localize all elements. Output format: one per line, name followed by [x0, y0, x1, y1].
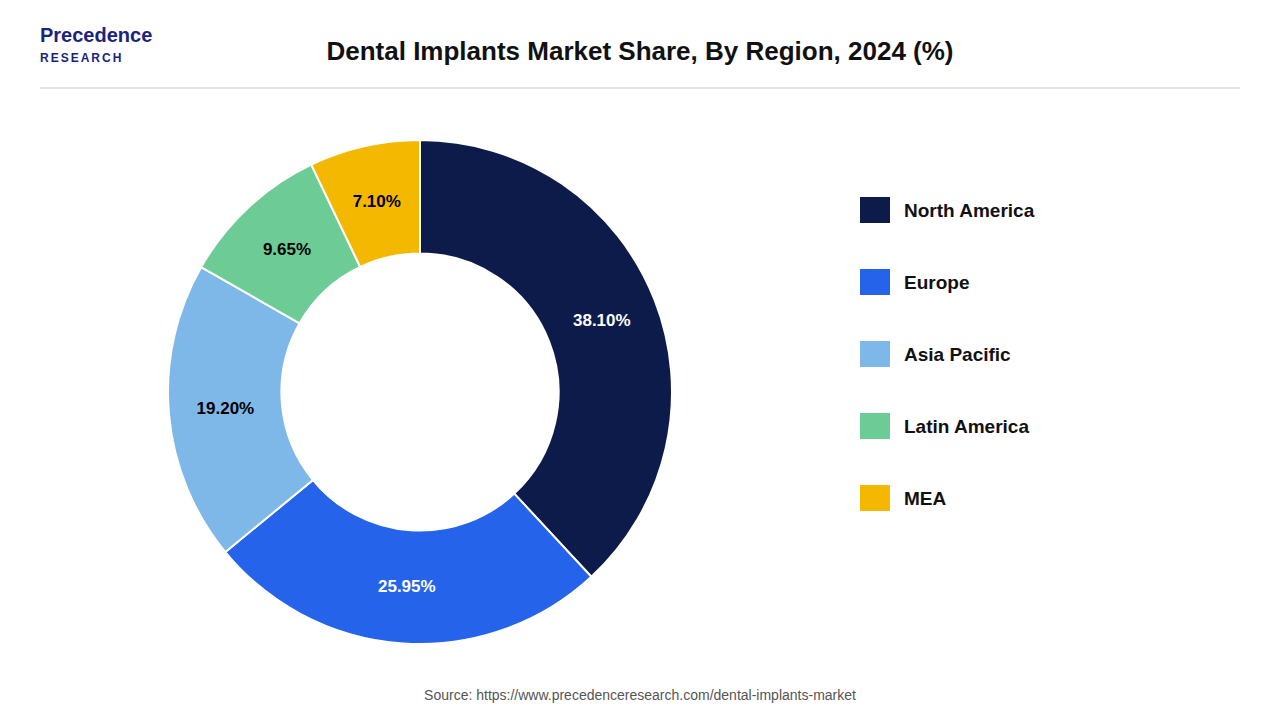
legend-swatch: [860, 413, 890, 439]
logo-line: Precedence: [40, 24, 152, 46]
title-rule: [40, 88, 1240, 89]
slice: [420, 140, 672, 577]
data-label: 9.65%: [263, 240, 311, 259]
slices: [168, 140, 672, 644]
legend-entry: Latin America: [904, 416, 1029, 437]
legend: North America Europe Asia Pacific Latin Ame…: [860, 197, 1035, 511]
slice: [311, 140, 420, 267]
title: Dental Implants Market Share, By Region,…: [326, 36, 953, 66]
chart: Precedence RESEARCH Dental Implants Market…: [0, 0, 1280, 720]
data-label: 38.10%: [573, 311, 631, 330]
legend-swatch: [860, 197, 890, 223]
legend-swatch: [860, 269, 890, 295]
data-labels: 38.10% 25.95% 19.20% 9.65% 7.10%: [197, 192, 631, 596]
legend-entry: Europe: [904, 272, 969, 293]
legend-swatch: [860, 485, 890, 511]
data-label: 19.20%: [197, 399, 255, 418]
legend-entry: Asia Pacific: [904, 344, 1011, 365]
data-label: 7.10%: [353, 192, 401, 211]
data-label: 25.95%: [378, 577, 436, 596]
logo-line: RESEARCH: [40, 51, 123, 65]
legend-swatch: [860, 341, 890, 367]
background: [0, 0, 1280, 720]
legend-entry: North America: [904, 200, 1035, 221]
source: Source: https://www.precedenceresearch.c…: [424, 687, 856, 703]
legend-entry: MEA: [904, 488, 947, 509]
